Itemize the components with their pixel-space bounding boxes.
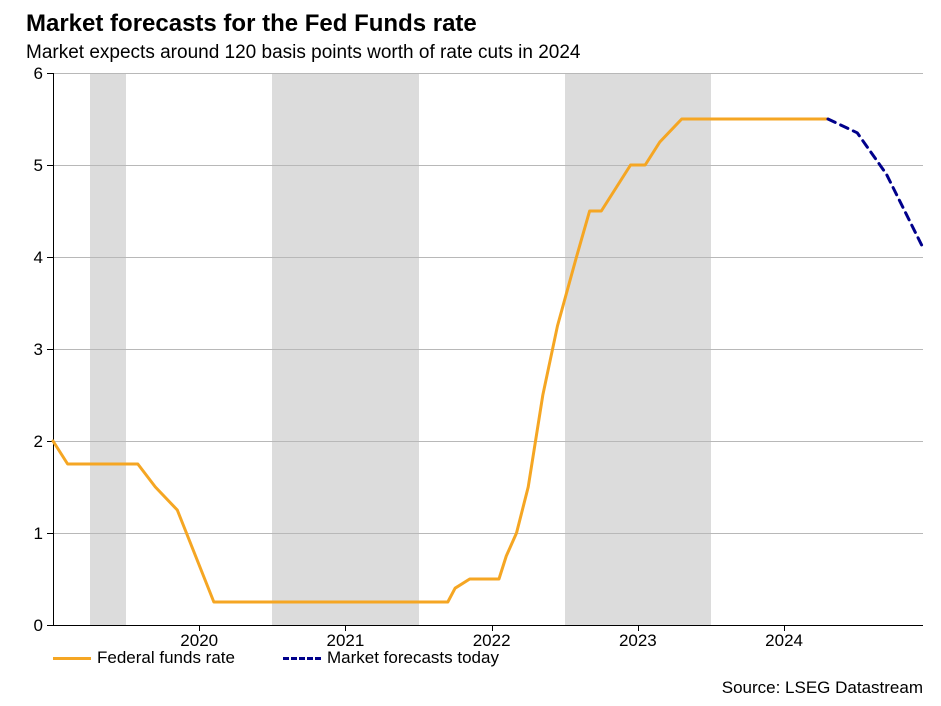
- legend-label-1: Federal funds rate: [97, 648, 235, 668]
- y-tick-label: 6: [23, 64, 43, 84]
- plot-area: [53, 73, 923, 625]
- source-attribution: Source: LSEG Datastream: [722, 678, 923, 698]
- y-tick-label: 4: [23, 248, 43, 268]
- chart-title: Market forecasts for the Fed Funds rate: [26, 10, 477, 38]
- chart-container: Market forecasts for the Fed Funds rate …: [0, 0, 941, 706]
- y-tick-label: 5: [23, 156, 43, 176]
- x-tick-label: 2024: [754, 631, 814, 651]
- series-line: [53, 119, 828, 602]
- series-line: [828, 119, 923, 248]
- x-axis-line: [53, 625, 923, 626]
- x-tick-label: 2023: [608, 631, 668, 651]
- y-tick-label: 3: [23, 340, 43, 360]
- chart-subtitle: Market expects around 120 basis points w…: [26, 42, 580, 64]
- legend-label-2: Market forecasts today: [327, 648, 499, 668]
- y-tick-label: 1: [23, 524, 43, 544]
- legend-item-market-forecasts: Market forecasts today: [283, 648, 499, 668]
- series-svg: [53, 73, 923, 625]
- y-tick-label: 0: [23, 616, 43, 636]
- legend-swatch-1: [53, 657, 91, 660]
- legend-item-federal-funds: Federal funds rate: [53, 648, 235, 668]
- legend-swatch-2: [283, 657, 321, 660]
- y-tick-label: 2: [23, 432, 43, 452]
